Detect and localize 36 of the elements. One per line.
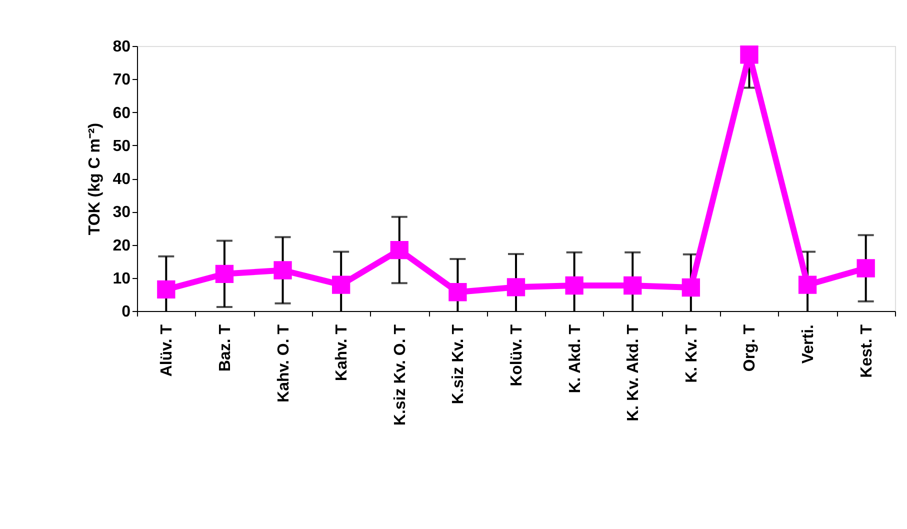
point: [506, 278, 526, 296]
x-tick-label: Org. T: [742, 324, 759, 372]
x-tick-label: Verti.: [800, 324, 818, 364]
y-tick-label: 80: [112, 38, 131, 56]
point: [448, 283, 467, 302]
y-axis-title: TOK (kg C m⁻²): [86, 122, 104, 236]
point: [390, 240, 408, 260]
x-tick-label: K. Kv. Akd. T: [625, 324, 642, 422]
x-tick-label: K. Akd. T: [566, 324, 584, 394]
x-tick-label: Baz. T: [216, 324, 234, 372]
y-tick-label: 70: [112, 72, 131, 89]
y-tick-label: 0: [122, 304, 131, 320]
x-tick-label: Kest. T: [858, 324, 876, 378]
y-tick-label: 40: [112, 171, 131, 188]
x-tick-label: Alüv. T: [158, 324, 176, 377]
point: [856, 259, 875, 278]
y-tick-label: 50: [112, 138, 131, 155]
point: [624, 276, 642, 295]
point: [682, 278, 700, 297]
point: [798, 276, 817, 294]
x-tick-label: K. Kv. T: [683, 324, 700, 383]
point: [157, 280, 176, 299]
x-tick-label: K.siz Kv. O. T: [392, 324, 409, 426]
point: [215, 264, 234, 283]
y-tick-label: 60: [112, 104, 131, 122]
y-tick-label: 10: [112, 270, 131, 288]
y-tick-label: 30: [112, 204, 131, 222]
point: [332, 276, 350, 294]
x-tick-label: Kolüv. T: [508, 324, 526, 386]
point: [740, 46, 758, 64]
x-tick-label: Kahv. T: [334, 324, 351, 382]
point: [274, 261, 292, 280]
x-tick-label: K.siz Kv. T: [450, 324, 468, 404]
y-tick-label: 20: [112, 237, 131, 254]
point: [565, 276, 584, 295]
x-tick-label: Kahv. O. T: [275, 324, 292, 402]
